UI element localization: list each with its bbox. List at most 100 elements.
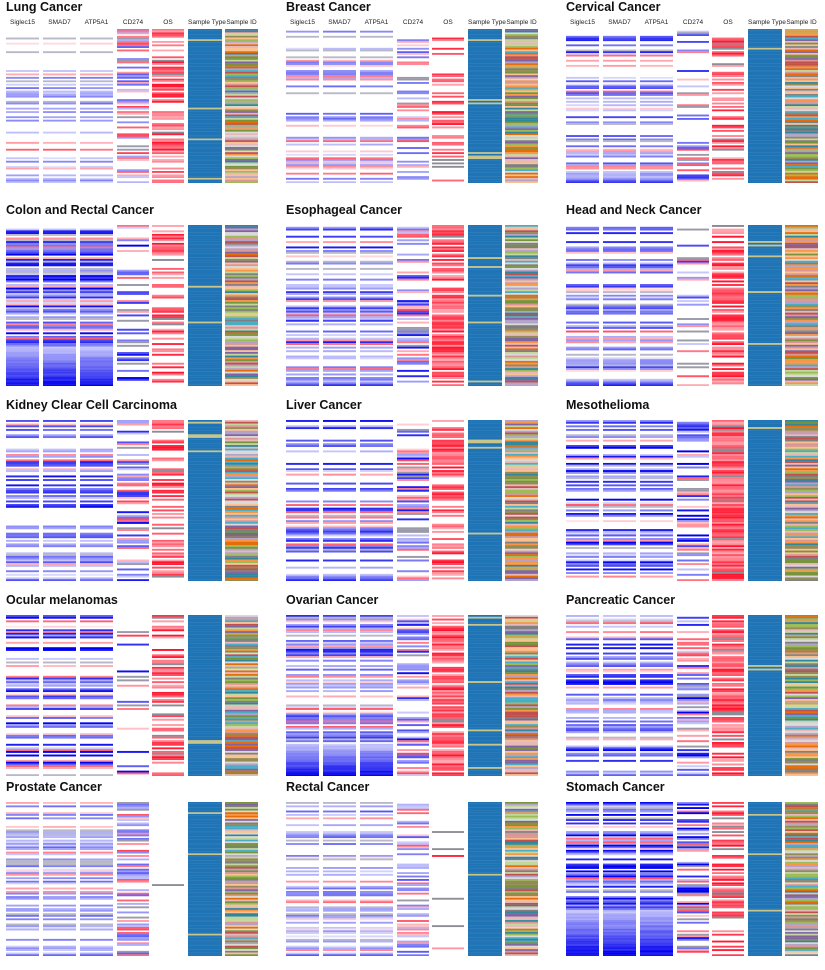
heatmap-cell	[603, 380, 636, 383]
heatmap-cell	[785, 577, 818, 580]
heatmap-cell	[468, 377, 502, 379]
heatmap-cell	[468, 250, 502, 252]
track-svg	[603, 29, 636, 183]
heatmap-cell	[432, 561, 464, 564]
heatmap-cell	[603, 457, 636, 460]
heatmap-cell	[225, 725, 258, 728]
heatmap-cell	[505, 167, 538, 170]
heatmap-cell	[505, 129, 538, 132]
heatmap-cell	[6, 316, 39, 319]
heatmap-cell	[432, 725, 464, 728]
heatmap-cell	[323, 761, 356, 764]
heatmap-cell	[603, 498, 636, 501]
heatmap-cell	[360, 310, 393, 313]
heatmap-cell	[640, 298, 673, 301]
heatmap-cell	[785, 432, 818, 435]
heatmap-cell	[432, 111, 464, 113]
heatmap-cell	[712, 427, 744, 430]
heatmap-cell	[677, 498, 709, 501]
heatmap-cell	[468, 700, 502, 703]
heatmap-cell	[286, 167, 319, 170]
heatmap-cell	[286, 355, 319, 358]
heatmap-cell	[712, 73, 744, 76]
heatmap-cell	[748, 172, 782, 175]
track-svg	[432, 225, 464, 386]
heatmap-cell	[323, 473, 356, 476]
heatmap-cell	[505, 298, 538, 301]
heatmap-cell	[677, 425, 709, 428]
heatmap-cell	[188, 59, 222, 62]
heatmap-cell	[225, 509, 258, 512]
heatmap-cell	[468, 346, 502, 349]
heatmap-cell	[785, 489, 818, 492]
heatmap-cell	[43, 375, 76, 378]
heatmap-cell	[505, 296, 538, 299]
heatmap-cell	[603, 176, 636, 179]
heatmap-cell	[468, 672, 502, 675]
heatmap-cell	[323, 63, 356, 66]
heatmap-cell	[748, 114, 782, 117]
heatmap-cell	[603, 303, 636, 306]
heatmap-cell	[43, 373, 76, 376]
heatmap-cell	[468, 51, 502, 54]
heatmap-cell	[188, 78, 222, 81]
heatmap-cell	[80, 774, 113, 776]
heatmap-cell	[566, 532, 599, 535]
heatmap-cell	[432, 756, 464, 759]
heatmap-cell	[6, 260, 39, 263]
heatmap-cell	[117, 42, 149, 45]
heatmap-cell	[468, 636, 502, 639]
heatmap-cell	[225, 462, 258, 465]
heatmap-cell	[640, 121, 673, 124]
heatmap-cell	[640, 564, 673, 567]
heatmap-cell	[225, 58, 258, 60]
heatmap-cell	[566, 64, 599, 67]
heatmap-cell	[286, 575, 319, 578]
heatmap-cell	[188, 148, 222, 151]
heatmap-cell	[323, 75, 356, 78]
heatmap-cell	[188, 675, 222, 678]
heatmap-cell	[152, 672, 184, 675]
heatmap-cell	[6, 632, 39, 635]
heatmap-cell	[323, 318, 356, 320]
heatmap-cell	[712, 280, 744, 283]
heatmap-cell	[712, 355, 744, 358]
heatmap-cell	[323, 368, 356, 371]
heatmap-cell	[677, 479, 709, 481]
heatmap-cell	[323, 319, 356, 322]
heatmap-cell	[712, 102, 744, 105]
heatmap-cell	[286, 61, 319, 64]
heatmap-cell	[188, 672, 222, 675]
heatmap-cell	[360, 420, 393, 422]
heatmap-cell	[6, 475, 39, 478]
heatmap-cell	[152, 729, 184, 732]
heatmap-cell	[640, 241, 673, 244]
heatmap-cell	[712, 109, 744, 112]
heatmap-cell	[468, 355, 502, 358]
heatmap-cell	[785, 427, 818, 430]
heatmap-cell	[785, 339, 818, 342]
heatmap-cell	[397, 369, 429, 372]
heatmap-cell	[397, 615, 429, 617]
heatmap-cell	[323, 727, 356, 730]
heatmap-cell	[225, 278, 258, 281]
heatmap-cell	[225, 620, 258, 623]
heatmap-cell	[505, 620, 538, 623]
heatmap-cell	[505, 289, 538, 292]
heatmap-cell	[188, 68, 222, 71]
heatmap-cell	[188, 575, 222, 578]
heatmap-cell	[152, 148, 184, 151]
heatmap-cell	[566, 162, 599, 165]
heatmap-cell	[468, 765, 502, 768]
heatmap-cell	[225, 625, 258, 628]
heatmap-cell	[566, 97, 599, 100]
heatmap-cell	[468, 357, 502, 360]
heatmap-cell	[566, 378, 599, 381]
heatmap-cell	[397, 326, 429, 329]
heatmap-cell	[505, 314, 538, 317]
heatmap-cell	[286, 747, 319, 750]
heatmap-cell	[360, 516, 393, 519]
heatmap-cell	[397, 457, 429, 460]
heatmap-track	[748, 225, 782, 386]
heatmap-cell	[286, 754, 319, 757]
